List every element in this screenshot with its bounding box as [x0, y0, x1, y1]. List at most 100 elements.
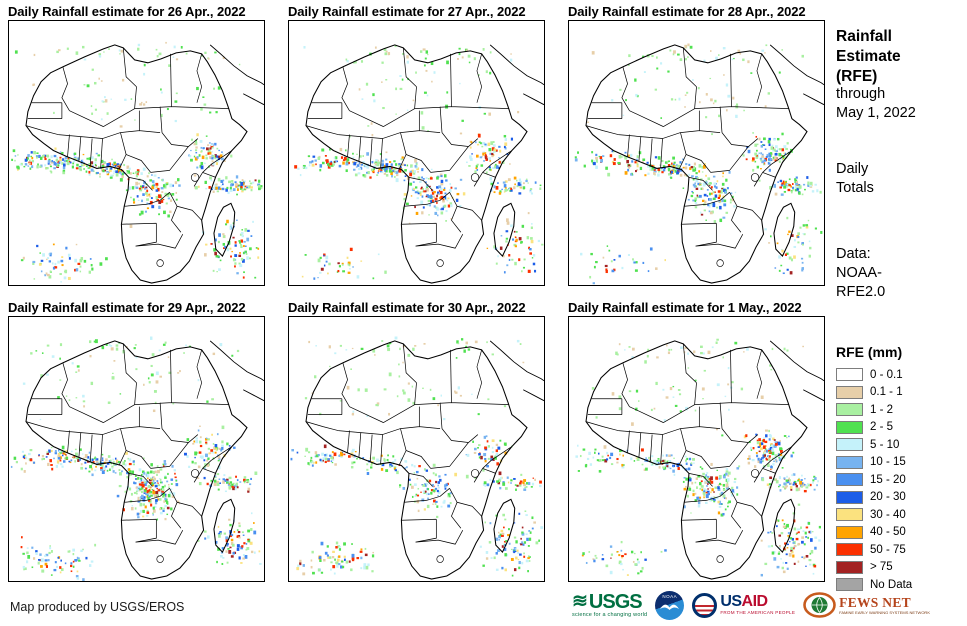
sidebar-totals: Daily Totals: [836, 160, 874, 198]
rainfall-speckles: [10, 336, 262, 581]
sidebar-data-source: Data: NOAA- RFE2.0: [836, 245, 885, 302]
legend-label: 20 - 30: [870, 491, 906, 504]
through-line2: May 1, 2022: [836, 104, 916, 121]
legend-swatch: [836, 420, 863, 434]
panel-title: Daily Rainfall estimate for 29 Apr., 202…: [8, 300, 246, 315]
legend-swatch: [836, 368, 863, 382]
legend-swatch: [836, 438, 863, 452]
legend-swatch: [836, 508, 863, 522]
legend-row: 0 - 0.1: [836, 366, 964, 384]
legend-swatch: [836, 385, 863, 399]
africa-rainfall-map: [568, 20, 825, 286]
legend-title: RFE (mm): [836, 344, 903, 360]
totals-line2: Totals: [836, 179, 874, 196]
legend-row: 5 - 10: [836, 436, 964, 454]
africa-map-svg: [574, 43, 824, 285]
fewsnet-tagline: FAMINE EARLY WARNING SYSTEMS NETWORK: [839, 609, 930, 615]
legend-swatch: [836, 473, 863, 487]
africa-map-svg: [11, 41, 264, 284]
map-panel-27-apr: Daily Rainfall estimate for 27 Apr., 202…: [288, 3, 548, 286]
panel-title: Daily Rainfall estimate for 27 Apr., 202…: [288, 4, 526, 19]
map-credit-text: Map produced by USGS/EROS: [10, 600, 185, 614]
legend-row: 10 - 15: [836, 454, 964, 472]
legend-label: > 75: [870, 561, 893, 574]
usaid-aid: AID: [741, 592, 769, 610]
legend-label: 5 - 10: [870, 438, 900, 451]
totals-line1: Daily: [836, 161, 869, 177]
africa-rainfall-map: [568, 316, 825, 582]
panel-title: Daily Rainfall estimate for 26 Apr., 202…: [8, 4, 246, 19]
usaid-tagline: FROM THE AMERICAN PEOPLE: [720, 610, 796, 616]
legend-row: 15 - 20: [836, 471, 964, 489]
africa-map-svg: [10, 336, 264, 581]
panel-title: Daily Rainfall estimate for 30 Apr., 202…: [288, 300, 526, 315]
rainfall-speckles: [294, 45, 544, 280]
rainfall-speckles: [11, 41, 263, 283]
usgs-wave-icon: ≋: [572, 591, 588, 613]
legend-row: 0.1 - 1: [836, 384, 964, 402]
rfe-legend: RFE (mm) 0 - 0.1 0.1 - 1 1 - 2 2 - 5 5 -…: [836, 344, 964, 594]
map-panel-1-may: Daily Rainfall estimate for 1 May., 2022: [568, 299, 828, 582]
rainfall-speckles: [575, 338, 821, 577]
africa-map-svg: [294, 44, 544, 284]
legend-row: 20 - 30: [836, 489, 964, 507]
info-sidebar: Rainfall Estimate (RFE) through May 1, 2…: [836, 0, 964, 626]
sidebar-through: through May 1, 2022: [836, 85, 916, 123]
map-panel-30-apr: Daily Rainfall estimate for 30 Apr., 202…: [288, 299, 548, 582]
legend-row: 2 - 5: [836, 419, 964, 437]
legend-row: 40 - 50: [836, 524, 964, 542]
fewsnet-logo: FEWS NET FAMINE EARLY WARNING SYSTEMS NE…: [803, 592, 930, 618]
data-line3: RFE2.0: [836, 283, 886, 300]
africa-map-svg: [575, 338, 824, 580]
legend-row: No Data: [836, 576, 964, 594]
legend-swatch: [836, 455, 863, 469]
panel-title: Daily Rainfall estimate for 28 Apr., 202…: [568, 4, 806, 19]
legend-label: No Data: [870, 578, 913, 591]
usgs-wordmark: USGS: [588, 590, 643, 613]
legend-label: 15 - 20: [870, 473, 906, 486]
rainfall-speckles: [574, 43, 823, 285]
map-panel-26-apr: Daily Rainfall estimate for 26 Apr., 202…: [8, 3, 268, 286]
panel-title: Daily Rainfall estimate for 1 May., 2022: [568, 300, 802, 315]
africa-rainfall-map: [288, 20, 545, 286]
africa-rainfall-map: [8, 316, 265, 582]
map-panel-29-apr: Daily Rainfall estimate for 29 Apr., 202…: [8, 299, 268, 582]
through-line1: through: [836, 86, 886, 102]
map-panel-28-apr: Daily Rainfall estimate for 28 Apr., 202…: [568, 3, 828, 286]
legend-swatch: [836, 543, 863, 557]
agency-logos: ≋ USGS science for a changing world NOAA…: [572, 588, 930, 622]
legend-swatch: [836, 578, 863, 592]
legend-label: 50 - 75: [870, 543, 906, 556]
legend-row: 50 - 75: [836, 541, 964, 559]
rainfall-speckles: [290, 336, 544, 577]
legend-row: 30 - 40: [836, 506, 964, 524]
legend-label: 1 - 2: [870, 403, 894, 416]
usgs-tagline: science for a changing world: [572, 611, 648, 618]
legend-label: 30 - 40: [870, 508, 906, 521]
data-line1: Data:: [836, 246, 871, 262]
usgs-logo: ≋ USGS science for a changing world: [572, 592, 647, 619]
fewsnet-wordmark: FEWS NET: [839, 594, 911, 610]
legend-label: 40 - 50: [870, 526, 906, 539]
noaa-gull-icon: [660, 604, 680, 610]
usaid-us: US: [720, 592, 742, 610]
noaa-wordmark: NOAA: [662, 593, 678, 599]
legend-row: 1 - 2: [836, 401, 964, 419]
usaid-shield-icon: [692, 592, 718, 618]
africa-rainfall-map: [8, 20, 265, 286]
legend-swatch: [836, 525, 863, 539]
legend-swatch: [836, 403, 863, 417]
africa-rainfall-map: [288, 316, 545, 582]
legend-swatch: [836, 490, 863, 504]
legend-label: 10 - 15: [870, 456, 906, 469]
legend-swatch: [836, 560, 863, 574]
africa-map-svg: [290, 336, 544, 580]
legend-label: 0 - 0.1: [870, 368, 903, 381]
noaa-logo: NOAA: [655, 590, 685, 620]
usaid-logo: USAID FROM THE AMERICAN PEOPLE: [692, 592, 796, 618]
legend-label: 2 - 5: [870, 421, 894, 434]
data-line2: NOAA-: [836, 264, 882, 281]
sidebar-title: Rainfall Estimate (RFE): [836, 28, 901, 85]
legend-label: 0.1 - 1: [870, 386, 903, 399]
usaid-wordmark: USAID: [720, 592, 795, 610]
